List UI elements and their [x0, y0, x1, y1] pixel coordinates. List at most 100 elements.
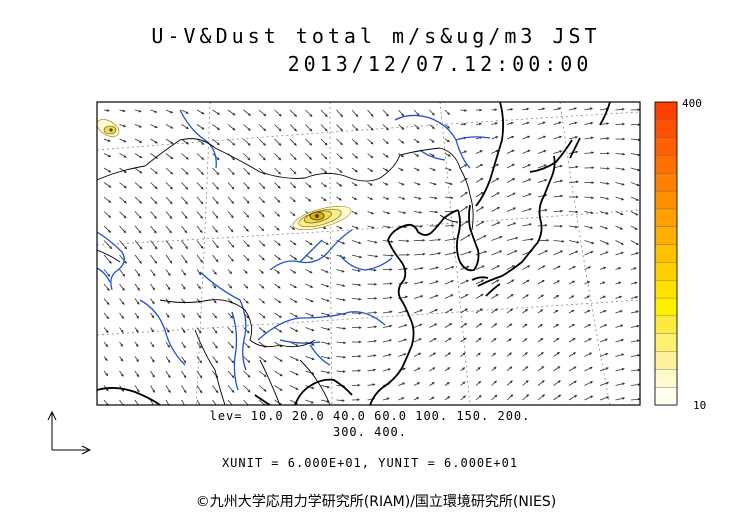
wind-arrow-icon	[181, 109, 189, 114]
wind-arrow-icon	[553, 150, 563, 154]
wind-arrow-icon	[553, 135, 563, 140]
wind-arrow-icon	[336, 370, 346, 373]
wind-arrow-icon	[243, 124, 251, 131]
wind-arrow-icon	[553, 351, 561, 357]
wind-arrow-icon	[460, 251, 472, 256]
wind-arrow-icon	[413, 382, 421, 386]
wind-arrow-icon	[367, 109, 374, 118]
wind-arrow-icon	[320, 138, 328, 146]
wind-arrow-icon	[568, 165, 579, 169]
wind-arrow-icon	[429, 294, 439, 299]
wind-arrow-icon	[181, 370, 187, 379]
wind-arrow-icon	[615, 167, 626, 171]
wind-arrow-icon	[568, 352, 577, 357]
wind-arrow-icon	[212, 109, 221, 115]
wind-arrow-icon	[119, 196, 127, 204]
wind-arrow-icon	[150, 312, 155, 319]
wind-arrow-icon	[475, 366, 481, 372]
wind-arrow-icon	[413, 252, 426, 256]
wind-arrow-icon	[444, 280, 455, 285]
wind-arrow-icon	[305, 109, 313, 118]
wind-arrow-icon	[305, 298, 314, 303]
wind-arrow-icon	[196, 312, 202, 319]
wind-arrow-icon	[367, 153, 374, 159]
wind-arrow-icon	[196, 182, 204, 190]
wind-arrow-icon	[429, 238, 442, 242]
wind-arrow-icon	[274, 269, 281, 274]
wind-arrow-icon	[615, 122, 626, 126]
wind-arrow-icon	[460, 234, 471, 241]
wind-arrow-icon	[584, 281, 591, 285]
wind-arrow-icon	[289, 370, 299, 376]
wind-arrow-icon	[119, 225, 127, 234]
wind-arrow-icon	[150, 283, 156, 291]
wind-arrow-icon	[165, 370, 171, 379]
wind-arrow-icon	[475, 322, 483, 328]
wind-arrow-icon	[305, 167, 312, 174]
wind-arrow-icon	[398, 239, 410, 243]
wind-arrow-icon	[258, 109, 267, 117]
wind-arrow-icon	[460, 381, 466, 386]
wind-arrow-icon	[227, 182, 235, 190]
wind-arrow-icon	[584, 181, 595, 185]
wind-arrow-icon	[196, 254, 203, 263]
wind-arrow-icon	[584, 211, 594, 214]
wind-arrow-icon	[351, 240, 362, 244]
wind-arrow-icon	[522, 135, 531, 140]
wind-arrow-icon	[506, 323, 513, 328]
wind-arrow-icon	[212, 312, 218, 319]
wind-arrow-icon	[351, 354, 362, 358]
colorbar-swatch	[654, 244, 678, 263]
wind-arrow-icon	[429, 280, 439, 285]
wind-arrow-icon	[537, 394, 546, 401]
wind-arrow-icon	[165, 211, 173, 219]
wind-arrow-icon	[165, 196, 173, 205]
wind-arrow-icon	[630, 324, 640, 328]
wind-arrow-icon	[150, 211, 158, 220]
wind-arrow-icon	[475, 352, 481, 357]
wind-arrow-icon	[584, 136, 594, 140]
wind-arrow-icon	[568, 121, 578, 125]
wind-arrow-icon	[382, 397, 390, 401]
wind-arrow-icon	[320, 312, 331, 317]
wind-arrow-icon	[289, 167, 297, 175]
wind-arrow-icon	[537, 279, 545, 285]
wind-arrow-icon	[274, 138, 282, 146]
wind-arrow-icon	[119, 240, 128, 250]
wind-arrow-icon	[243, 211, 250, 218]
wind-arrow-icon	[460, 322, 468, 328]
wind-arrow-icon	[413, 196, 422, 200]
wind-arrow-icon	[351, 340, 362, 344]
wind-arrow-icon	[506, 122, 514, 125]
axes-indicator-icon	[47, 410, 92, 455]
wind-arrow-icon	[491, 207, 501, 212]
wind-arrow-icon	[398, 397, 405, 401]
colorbar-swatch	[654, 101, 678, 121]
wind-arrow-icon	[258, 370, 267, 378]
colorbar-swatch	[654, 190, 678, 210]
wind-arrow-icon	[134, 283, 140, 291]
wind-arrow-icon	[615, 310, 623, 314]
wind-arrow-icon	[584, 225, 594, 229]
wind-arrow-icon	[382, 167, 389, 172]
wind-arrow-icon	[181, 341, 186, 349]
wind-arrow-icon	[243, 138, 251, 146]
wind-arrow-icon	[398, 109, 405, 117]
wind-arrow-icon	[568, 309, 575, 314]
wind-arrow-icon	[103, 138, 111, 142]
wind-arrow-icon	[522, 365, 529, 372]
wind-arrow-icon	[227, 254, 234, 262]
wind-arrow-icon	[289, 269, 297, 274]
wind-arrow-icon	[243, 109, 252, 116]
wind-arrow-icon	[351, 109, 359, 118]
wind-arrow-icon	[599, 240, 610, 245]
wind-arrow-icon	[383, 268, 393, 271]
wind-arrow-icon	[584, 266, 592, 270]
wind-arrow-icon	[537, 164, 547, 169]
wind-arrow-icon	[429, 153, 435, 157]
wind-arrow-icon	[568, 280, 576, 285]
wind-arrow-icon	[134, 153, 143, 159]
wind-arrow-icon	[134, 182, 143, 189]
wind-arrow-icon	[599, 281, 606, 285]
wind-arrow-icon	[475, 235, 487, 241]
